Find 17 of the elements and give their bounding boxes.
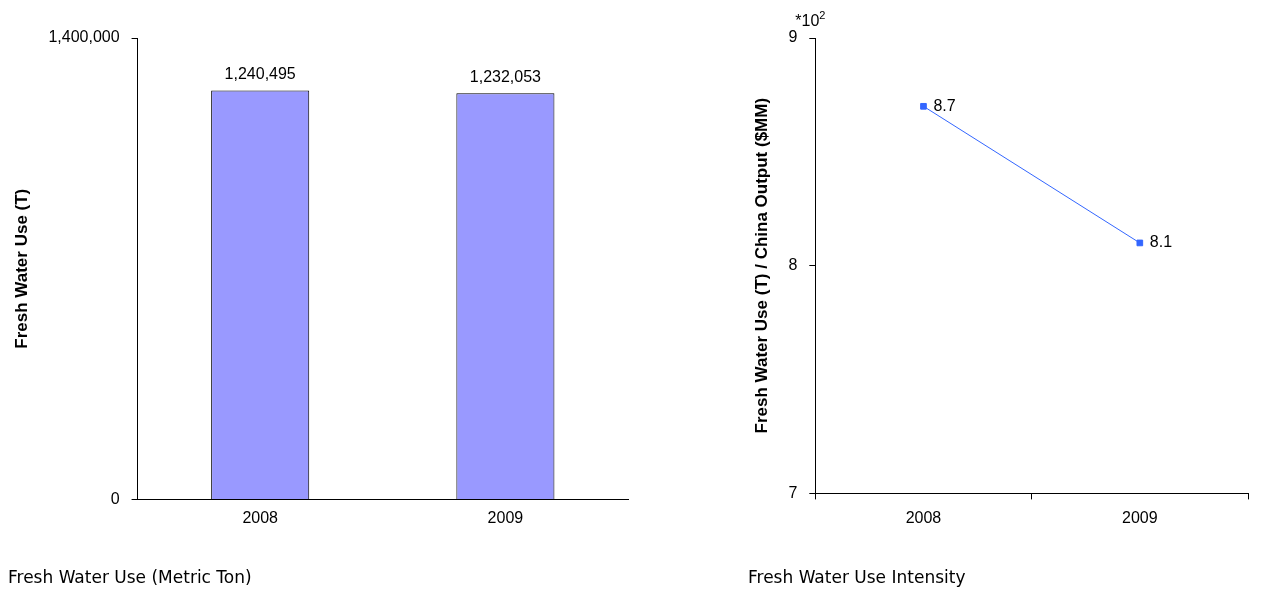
- y-axis-title: Fresh Water Use (T) / China Output ($MM): [751, 97, 771, 434]
- y-tick-label: 0: [110, 489, 120, 507]
- x-tick-label: 2009: [1122, 509, 1158, 527]
- x-tick-label: 2008: [905, 509, 942, 527]
- data-label: 8.7: [933, 96, 956, 114]
- data-label: 8.1: [1149, 233, 1173, 251]
- x-tick-label: 2009: [487, 509, 524, 527]
- x-tick-label: 2008: [242, 509, 279, 527]
- data-label: 1,240,495: [224, 64, 296, 82]
- y-tick-label: 9: [788, 28, 798, 46]
- y-tick-label: 7: [788, 483, 798, 501]
- text: Fresh Water Use (Metric Ton): [8, 567, 252, 588]
- data-label: 1,232,053: [469, 67, 542, 85]
- y-tick-label: 1,400,000: [48, 28, 120, 46]
- y-tick-label: 8: [788, 256, 798, 274]
- text: Fresh Water Use Intensity: [748, 567, 966, 588]
- y-axis-title: Fresh Water Use (T): [11, 188, 31, 349]
